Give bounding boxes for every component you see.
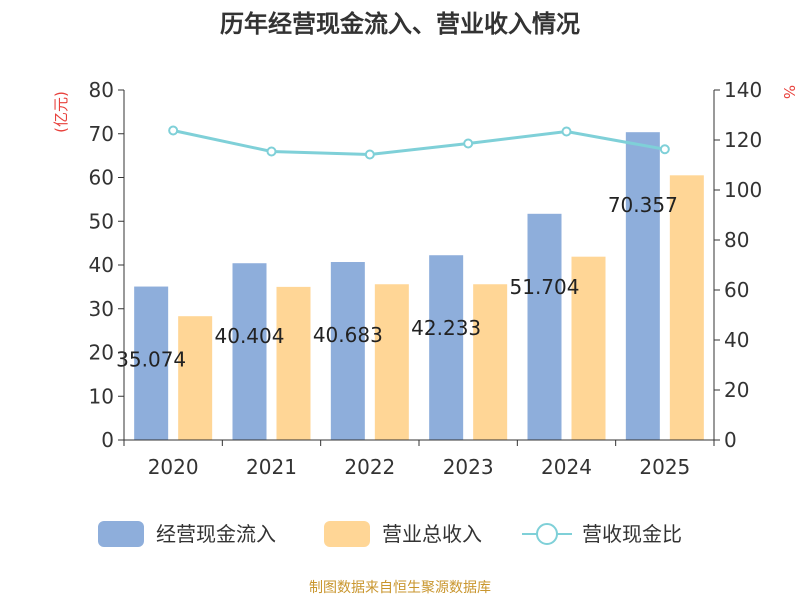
right-tick-label: 120 bbox=[724, 128, 762, 152]
data-label-2021: 40.404 bbox=[215, 324, 285, 348]
x-tick-label: 2024 bbox=[541, 455, 592, 479]
bar-revenue-2020 bbox=[178, 316, 213, 440]
data-label-2025: 70.357 bbox=[608, 193, 678, 217]
right-tick-label: 140 bbox=[724, 78, 762, 102]
ratio-point-2023 bbox=[463, 138, 474, 149]
data-label-2020: 35.074 bbox=[116, 348, 186, 372]
legend-label-ratio: 营收现金比 bbox=[582, 522, 682, 546]
legend: 经营现金流入 营业总收入 营收现金比 bbox=[98, 521, 682, 547]
data-labels: 35.074 40.404 40.683 42.233 51.704 70.357 bbox=[116, 193, 678, 371]
bar-cash-inflow-2021 bbox=[232, 263, 267, 440]
left-tick-label: 70 bbox=[89, 122, 114, 146]
bars bbox=[134, 132, 704, 441]
left-tick-label: 80 bbox=[89, 78, 114, 102]
ratio-line bbox=[168, 125, 670, 160]
ratio-point-2024 bbox=[561, 126, 572, 137]
bar-cash-inflow-2024 bbox=[527, 213, 562, 440]
x-tick-label: 2023 bbox=[443, 455, 494, 479]
right-tick-label: 20 bbox=[724, 378, 749, 402]
right-tick-label: 100 bbox=[724, 178, 762, 202]
ratio-point-2021 bbox=[266, 146, 277, 157]
legend-label-cash-inflow: 经营现金流入 bbox=[156, 522, 276, 546]
bar-revenue-2022 bbox=[374, 284, 409, 440]
axes: 0 10 20 30 40 50 60 70 80 0 20 40 60 80 100 120 140 2020 2… bbox=[89, 78, 763, 479]
legend-label-revenue: 营业总收入 bbox=[382, 522, 482, 546]
right-tick-label: 40 bbox=[724, 328, 749, 352]
legend-swatch-cash-inflow bbox=[98, 521, 144, 547]
left-tick-label: 50 bbox=[89, 209, 114, 233]
left-tick-label: 0 bbox=[101, 428, 114, 452]
ratio-point-2025 bbox=[659, 144, 670, 155]
ratio-point-2022 bbox=[364, 149, 375, 160]
source-note: 制图数据来自恒生聚源数据库 bbox=[309, 580, 491, 596]
data-label-2023: 42.233 bbox=[411, 316, 481, 340]
left-tick-label: 30 bbox=[89, 297, 114, 321]
x-tick-label: 2021 bbox=[246, 455, 297, 479]
left-tick-label: 10 bbox=[89, 384, 114, 408]
x-tick-label: 2025 bbox=[639, 455, 690, 479]
legend-swatch-revenue bbox=[324, 521, 370, 547]
left-tick-label: 60 bbox=[89, 166, 114, 190]
x-tick-label: 2020 bbox=[148, 455, 199, 479]
left-axis-unit: (亿元) bbox=[52, 91, 70, 133]
ratio-line-path bbox=[172, 129, 666, 157]
right-tick-label: 60 bbox=[724, 278, 749, 302]
bar-revenue-2023 bbox=[473, 284, 508, 440]
bar-cash-inflow-2025 bbox=[625, 132, 660, 441]
left-tick-label: 40 bbox=[89, 253, 114, 277]
data-label-2022: 40.683 bbox=[313, 323, 383, 347]
x-tick-label: 2022 bbox=[344, 455, 395, 479]
bar-revenue-2025 bbox=[669, 175, 704, 440]
legend-marker-ratio bbox=[536, 523, 558, 545]
bar-revenue-2024 bbox=[571, 256, 606, 440]
bar-cash-inflow-2022 bbox=[330, 262, 365, 440]
bar-revenue-2021 bbox=[276, 286, 311, 440]
right-axis-unit: % bbox=[780, 85, 798, 99]
chart-title: 历年经营现金流入、营业收入情况 bbox=[220, 10, 580, 38]
ratio-point-2020 bbox=[168, 125, 179, 136]
right-tick-label: 80 bbox=[724, 228, 749, 252]
bar-cash-inflow-2023 bbox=[429, 255, 464, 440]
left-tick-label: 20 bbox=[89, 341, 114, 365]
right-tick-label: 0 bbox=[724, 428, 737, 452]
data-label-2024: 51.704 bbox=[510, 275, 580, 299]
bar-cash-inflow-2020 bbox=[134, 286, 169, 440]
